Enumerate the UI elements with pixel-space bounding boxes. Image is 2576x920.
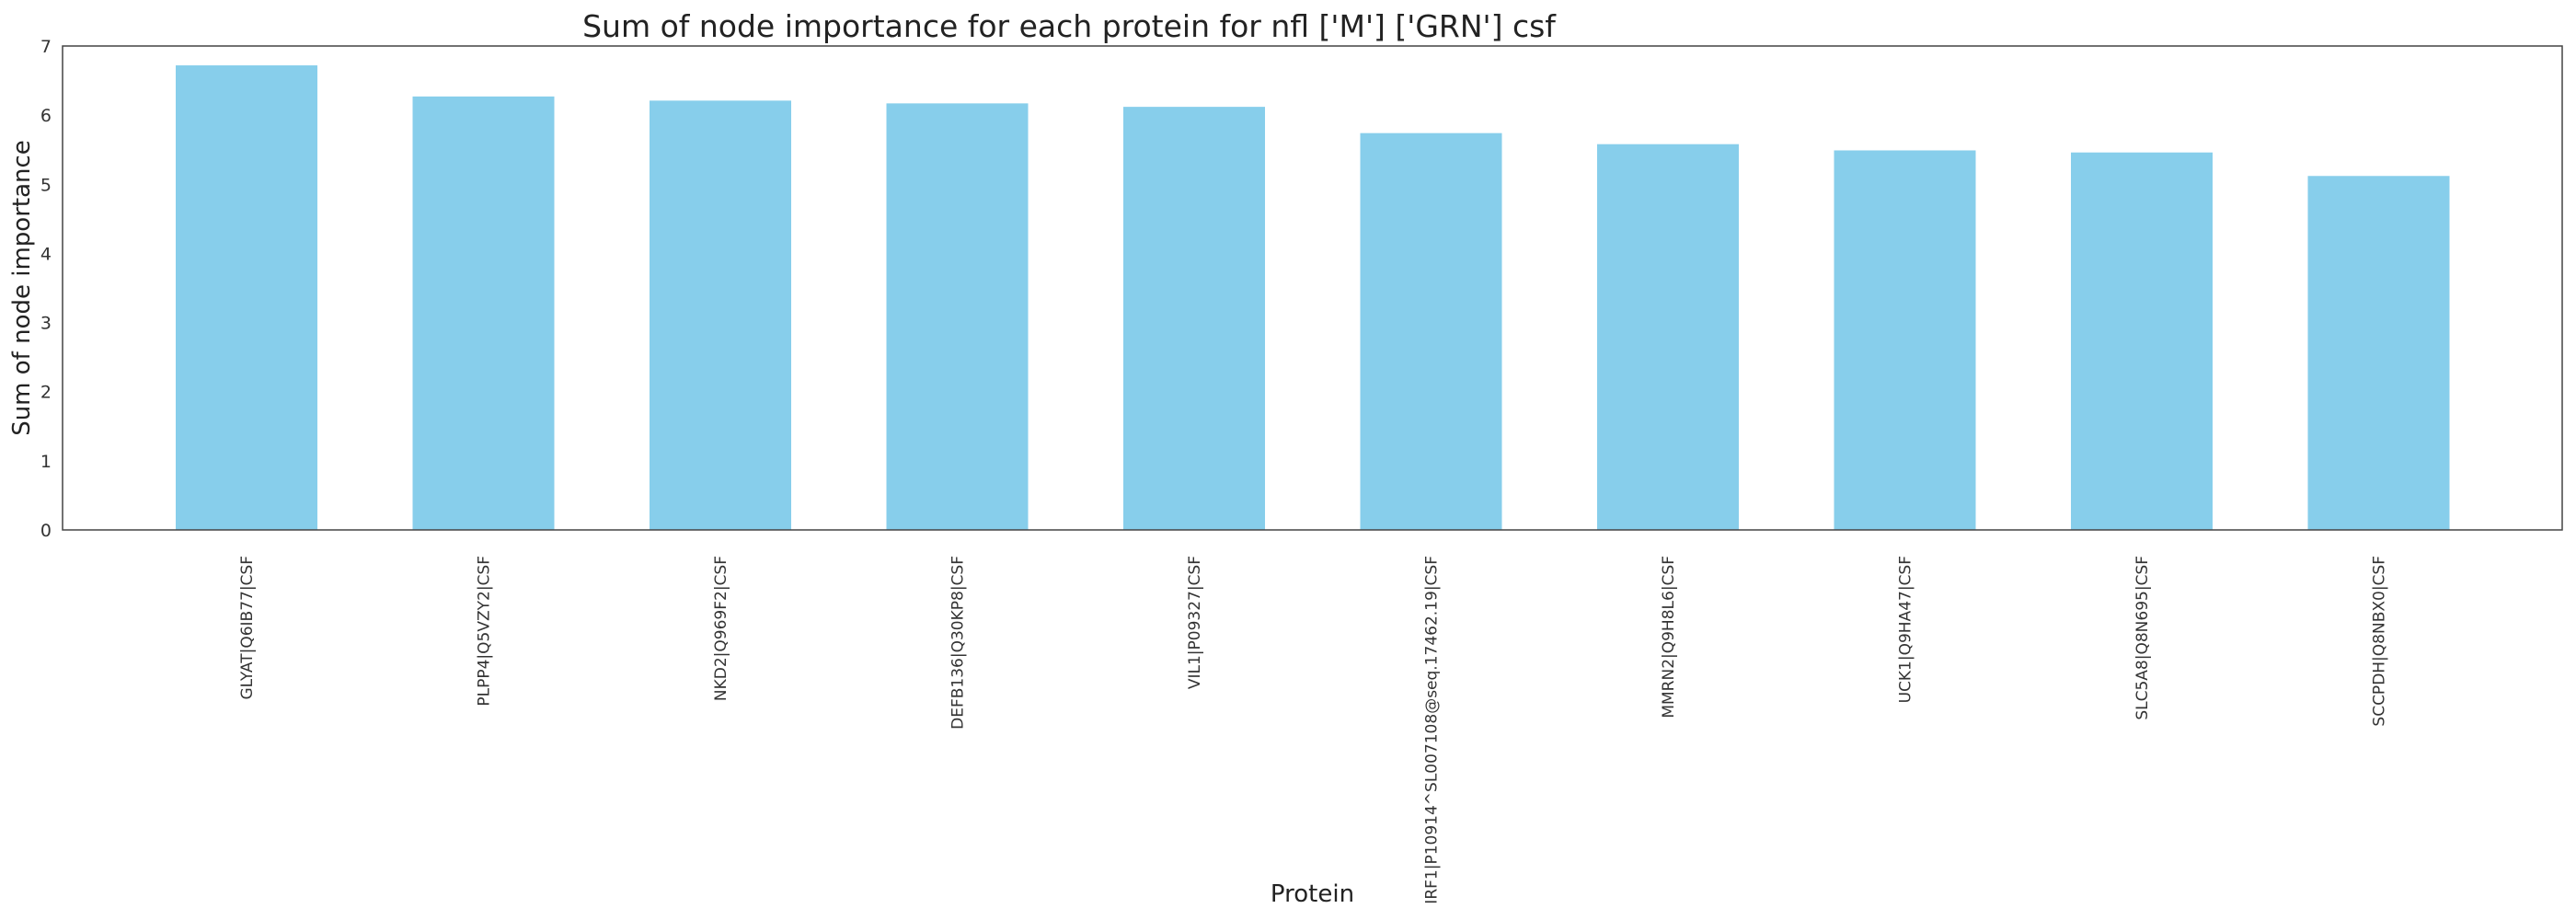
y-tick-label: 3 bbox=[40, 314, 52, 334]
x-tick-label: UCK1|Q9HA47|CSF bbox=[1897, 556, 1915, 703]
x-axis-ticks: GLYAT|Q6IB77|CSF PLPP4|Q5VZY2|CSF NKD2|Q96… bbox=[238, 556, 2389, 904]
y-tick-label: 0 bbox=[40, 521, 52, 541]
x-axis-label: Protein bbox=[1271, 880, 1354, 908]
x-tick-label: DEFB136|Q30KP8|CSF bbox=[949, 556, 968, 730]
bar-4 bbox=[886, 103, 1029, 531]
bar-9 bbox=[2071, 152, 2213, 530]
x-tick-label: VIL1|P09327|CSF bbox=[1186, 556, 1204, 689]
bar-6 bbox=[1360, 132, 1502, 530]
bar-5 bbox=[1123, 107, 1265, 530]
y-tick-label: 1 bbox=[40, 452, 52, 472]
y-tick-label: 6 bbox=[40, 106, 52, 126]
y-tick-label: 7 bbox=[40, 37, 52, 57]
chart-title: Sum of node importance for each protein … bbox=[582, 8, 1557, 44]
y-tick-label: 5 bbox=[40, 175, 52, 195]
y-axis-ticks: 0 1 2 3 4 5 6 7 bbox=[40, 37, 52, 541]
y-tick-label: 4 bbox=[40, 244, 52, 264]
x-tick-label: PLPP4|Q5VZY2|CSF bbox=[476, 556, 494, 707]
x-tick-label: MMRN2|Q9H8L6|CSF bbox=[1660, 556, 1678, 719]
x-tick-label: SCCPDH|Q8NBX0|CSF bbox=[2371, 556, 2389, 727]
bar-8 bbox=[1834, 150, 1976, 531]
y-tick-label: 2 bbox=[40, 383, 52, 403]
bar-10 bbox=[2307, 176, 2450, 531]
plot-frame bbox=[62, 45, 2563, 531]
x-tick-label: GLYAT|Q6IB77|CSF bbox=[238, 556, 257, 700]
x-tick-label: IRF1|P10914^SL007108@seq.17462.19|CSF bbox=[1423, 556, 1442, 904]
plot-area bbox=[176, 65, 2450, 531]
bar-3 bbox=[650, 100, 791, 530]
bar-1 bbox=[176, 65, 317, 530]
x-tick-label: SLC5A8|Q8N695|CSF bbox=[2133, 556, 2152, 720]
bar-2 bbox=[412, 96, 555, 531]
x-tick-label: NKD2|Q969F2|CSF bbox=[712, 556, 730, 701]
bar-7 bbox=[1597, 144, 1739, 530]
y-axis-label: Sum of node importance bbox=[8, 140, 36, 436]
